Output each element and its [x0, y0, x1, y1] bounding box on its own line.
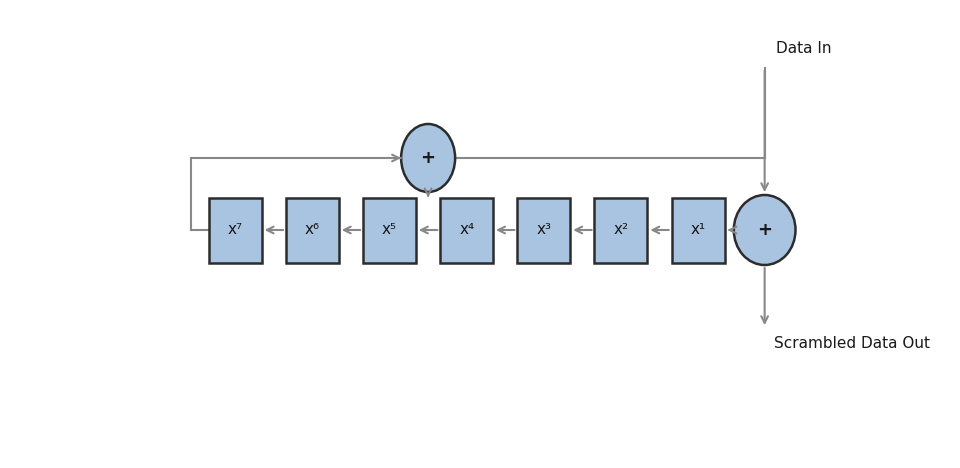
FancyBboxPatch shape	[517, 197, 570, 263]
Text: x⁷: x⁷	[228, 222, 243, 237]
Text: x²: x²	[613, 222, 629, 237]
Text: x⁵: x⁵	[382, 222, 397, 237]
FancyBboxPatch shape	[441, 197, 493, 263]
Text: x³: x³	[537, 222, 551, 237]
Text: Scrambled Data Out: Scrambled Data Out	[775, 336, 930, 351]
Text: x⁴: x⁴	[459, 222, 474, 237]
FancyBboxPatch shape	[208, 197, 262, 263]
Ellipse shape	[733, 195, 796, 265]
FancyBboxPatch shape	[594, 197, 647, 263]
FancyBboxPatch shape	[672, 197, 725, 263]
FancyBboxPatch shape	[363, 197, 416, 263]
Text: +: +	[420, 149, 436, 167]
FancyBboxPatch shape	[286, 197, 339, 263]
Text: x¹: x¹	[690, 222, 706, 237]
Ellipse shape	[401, 124, 455, 192]
Text: +: +	[757, 221, 772, 239]
Text: Data In: Data In	[777, 41, 831, 56]
Text: x⁶: x⁶	[305, 222, 320, 237]
